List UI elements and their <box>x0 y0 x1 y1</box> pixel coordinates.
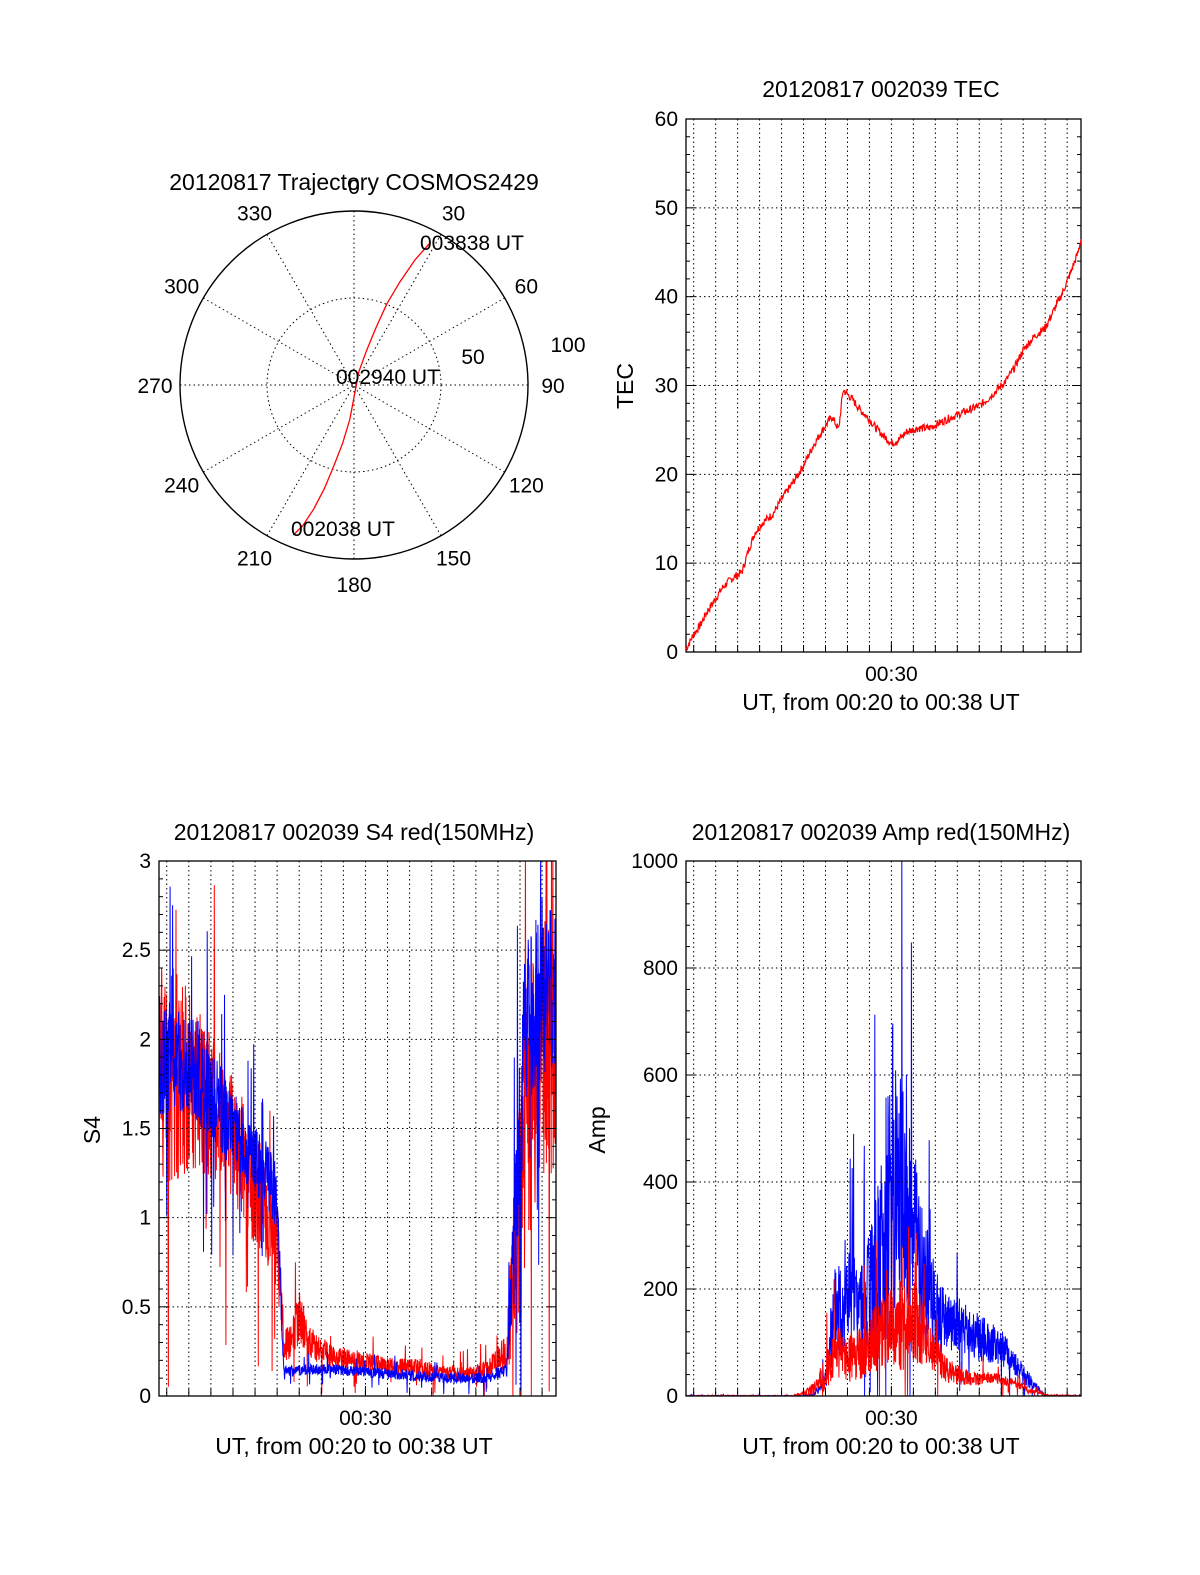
amp-ytick-label: 0 <box>666 1385 678 1408</box>
tec-xtick-label: 00:30 <box>865 663 918 686</box>
amp-ytick-label: 200 <box>643 1278 678 1301</box>
azimuth-label: 180 <box>336 574 371 597</box>
tec-ytick-label: 20 <box>655 463 678 486</box>
trajectory-title: 20120817 Trajectory COSMOS2429 <box>169 169 538 195</box>
s4-ytick-label: 1.5 <box>122 1118 151 1141</box>
azimuth-label: 150 <box>436 547 471 570</box>
ring-label-50: 50 <box>461 346 484 369</box>
amp-title: 20120817 002039 Amp red(150MHz) <box>692 819 1070 845</box>
s4-plot-frame <box>158 860 557 1397</box>
s4-title: 20120817 002039 S4 red(150MHz) <box>174 819 535 845</box>
s4-series <box>159 861 556 1396</box>
mid-time-label: 002940 UT <box>336 366 440 389</box>
tec-axes: 0 10 20 30 40 50 60 00:30 <box>655 108 1082 686</box>
amp-ytick-label: 1000 <box>631 850 678 873</box>
azimuth-label: 30 <box>442 203 465 226</box>
s4-ytick-label: 0.5 <box>122 1296 151 1319</box>
azimuth-label: 240 <box>164 475 199 498</box>
azimuth-label: 270 <box>137 375 172 398</box>
polar-azimuth-labels: 0 30 60 90 120 150 180 210 240 270 300 330 <box>137 176 564 597</box>
tec-ytick-label: 10 <box>655 552 678 575</box>
amp-ytick-label: 400 <box>643 1171 678 1194</box>
tec-plot-frame <box>685 118 1082 653</box>
amp-xtick-label: 00:30 <box>865 1407 918 1430</box>
polar-grid <box>179 210 529 560</box>
s4-ytick-label: 0 <box>139 1385 151 1408</box>
end-time-label: 003838 UT <box>420 232 524 255</box>
amp-ytick-label: 800 <box>643 957 678 980</box>
tec-ytick-label: 40 <box>655 286 678 309</box>
s4-x-axis-label: UT, from 00:20 to 00:38 UT <box>215 1433 492 1459</box>
amp-plot-frame <box>685 860 1082 1397</box>
s4-xtick-label: 00:30 <box>339 1407 392 1430</box>
start-time-label: 002038 UT <box>291 518 395 541</box>
satellite-track-line <box>292 243 430 536</box>
s4-axes: 0 0.5 1 1.5 2 2.5 3 00:30 <box>122 850 557 1430</box>
tec-plot: 20120817 002039 TEC 0 10 20 30 40 50 60 00:30 U… <box>612 76 1082 715</box>
azimuth-label: 60 <box>515 276 538 299</box>
s4-ytick-label: 2.5 <box>122 939 151 962</box>
tec-title: 20120817 002039 TEC <box>762 76 999 102</box>
amp-ytick-label: 600 <box>643 1064 678 1087</box>
azimuth-label: 120 <box>509 475 544 498</box>
amp-x-axis-label: UT, from 00:20 to 00:38 UT <box>742 1433 1019 1459</box>
ring-label-100: 100 <box>550 334 585 357</box>
tec-x-axis-label: UT, from 00:20 to 00:38 UT <box>742 689 1019 715</box>
azimuth-label: 90 <box>541 375 564 398</box>
azimuth-label: 210 <box>237 547 272 570</box>
tec-series-line <box>685 238 1082 651</box>
amp-y-axis-label: Amp <box>584 1106 610 1153</box>
s4-y-axis-label: S4 <box>79 1116 105 1144</box>
amp-plot: 20120817 002039 Amp red(150MHz) 0 200 400 6… <box>584 819 1082 1459</box>
tec-ytick-label: 50 <box>655 197 678 220</box>
azimuth-label: 330 <box>237 203 272 226</box>
tec-y-axis-label: TEC <box>612 363 638 409</box>
s4-ytick-label: 1 <box>139 1207 151 1230</box>
tec-ytick-label: 30 <box>655 375 678 398</box>
s4-plot: 20120817 002039 S4 red(150MHz) 0 0.5 1 1.5 2… <box>79 819 557 1459</box>
s4-ytick-label: 2 <box>139 1028 151 1051</box>
tec-ytick-label: 0 <box>666 641 678 664</box>
azimuth-label: 300 <box>164 276 199 299</box>
s4-ytick-label: 3 <box>139 850 151 873</box>
trajectory-polar-plot: 20120817 Trajectory COSMOS2429 0 30 60 90 12… <box>137 169 585 597</box>
amp-axes: 0 200 400 600 800 1000 00:30 <box>631 850 1082 1430</box>
tec-ytick-label: 60 <box>655 108 678 131</box>
azimuth-label: 0 <box>348 176 360 199</box>
s4-series-line <box>159 861 556 1396</box>
